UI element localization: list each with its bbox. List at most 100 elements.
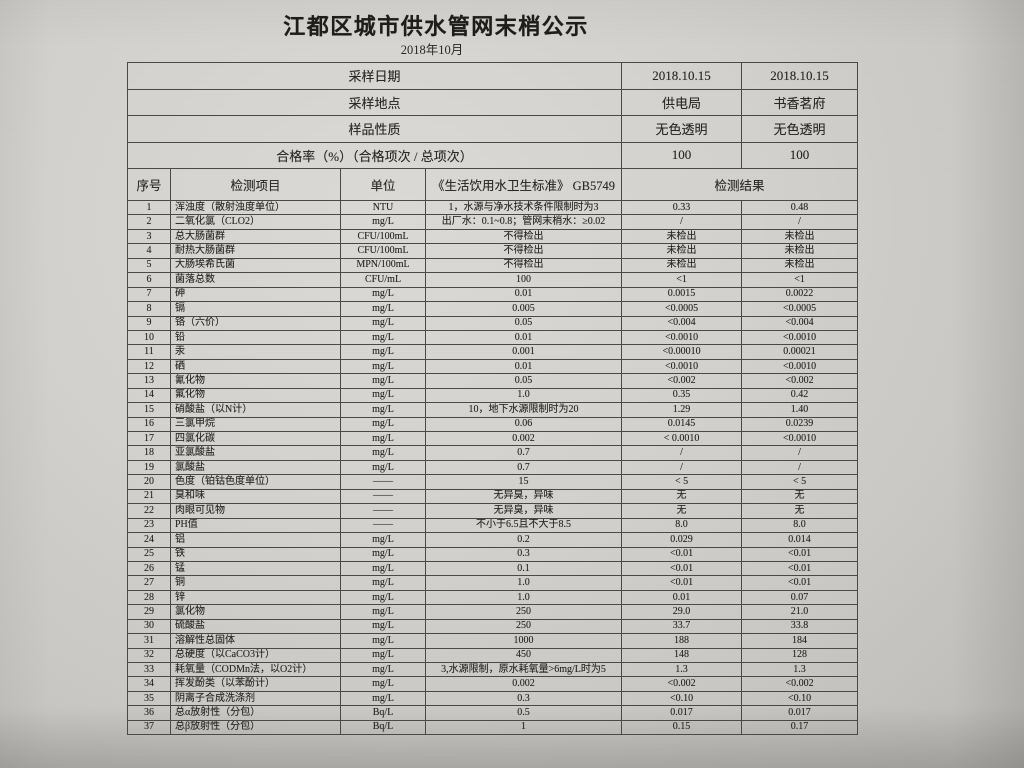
row-result-site2: 33.8 (741, 618, 859, 635)
row-unit: mg/L (340, 676, 426, 692)
row-unit: mg/L (340, 532, 426, 548)
row-result-site2: 1.40 (741, 402, 859, 418)
result-row: 13 氰化物 mg/L 0.05 <0.002 <0.002 (127, 373, 859, 389)
info-section: 采样日期 2018.10.15 2018.10.15 采样地点 供电局 书香茗府… (126, 62, 859, 201)
row-result-site1: <0.0010 (621, 358, 743, 375)
row-unit: mg/L (340, 690, 426, 707)
row-result-site1: <1 (621, 272, 743, 288)
page-title: 江都区城市供水管网末梢公示 (283, 14, 589, 39)
row-result-site2: <0.01 (741, 546, 859, 562)
col-header-standard: 《生活饮用水卫生标准》 GB5749 (424, 168, 623, 201)
row-result-site2: 0.017 (741, 705, 859, 721)
row-result-site2: / (741, 445, 859, 461)
row-unit: mg/L (340, 373, 426, 389)
row-standard: 10，地下水源限制时为20 (424, 402, 623, 418)
result-row: 30 硫酸盐 mg/L 250 33.7 33.8 (127, 618, 859, 635)
row-item: 锌 (170, 589, 341, 606)
row-unit: mg/L (340, 633, 426, 649)
row-result-site1: <0.01 (621, 546, 743, 562)
row-no: 14 (127, 387, 171, 404)
row-item: PH值 (170, 517, 341, 534)
row-no: 13 (127, 373, 171, 389)
pass-rate-site1: 100 (621, 141, 743, 169)
row-item: 总硬度（以CaCO3计） (170, 647, 341, 664)
column-header-row: 序号 检测项目 单位 《生活饮用水卫生标准》 GB5749 检测结果 (127, 168, 859, 201)
result-row: 2 二氧化氯（CLO2） mg/L 出厂水：0.1~0.8；管网末梢水：≥0.0… (127, 214, 859, 230)
row-unit: mg/L (340, 618, 426, 635)
result-row: 28 锌 mg/L 1.0 0.01 0.07 (127, 589, 859, 606)
result-row: 22 肉眼可见物 —— 无异臭，异味 无 无 (127, 503, 859, 519)
result-row: 17 四氯化碳 mg/L 0.002 < 0.0010 <0.0010 (127, 430, 859, 447)
row-item: 铬（六价） (170, 315, 341, 331)
row-item: 肉眼可见物 (170, 503, 341, 519)
result-row: 34 挥发酚类（以苯酚计） mg/L 0.002 <0.002 <0.002 (127, 676, 859, 692)
row-standard: 无异臭，异味 (424, 488, 623, 505)
result-row: 32 总硬度（以CaCO3计） mg/L 450 148 128 (127, 647, 859, 664)
row-result-site2: 0.00021 (741, 344, 859, 360)
row-result-site1: 0.017 (621, 705, 743, 721)
row-standard: 0.2 (424, 532, 623, 548)
row-no: 15 (127, 402, 171, 418)
row-standard: 不得检出 (424, 243, 623, 259)
row-result-site2: 0.07 (741, 589, 859, 606)
result-row: 31 溶解性总固体 mg/L 1000 188 184 (127, 633, 859, 649)
row-no: 28 (127, 589, 171, 606)
row-standard: 1.0 (424, 387, 623, 404)
row-result-site2: 0.48 (741, 199, 859, 216)
row-result-site1: / (621, 459, 743, 476)
sampling-date-row: 采样日期 2018.10.15 2018.10.15 (126, 62, 859, 90)
row-result-site1: 无 (621, 503, 743, 519)
row-no: 11 (127, 344, 171, 360)
row-result-site1: 1.29 (621, 402, 743, 418)
row-unit: —— (340, 517, 426, 534)
row-result-site1: 1.3 (621, 661, 743, 678)
result-row: 8 镉 mg/L 0.005 <0.0005 <0.0005 (127, 301, 859, 317)
result-row: 3 总大肠菌群 CFU/100mL 不得检出 未检出 未检出 (127, 228, 859, 245)
result-row: 27 铜 mg/L 1.0 <0.01 <0.01 (127, 575, 859, 591)
row-no: 27 (127, 575, 171, 591)
row-result-site2: <0.01 (741, 575, 859, 591)
row-result-site1: 未检出 (621, 228, 743, 245)
row-result-site2: <0.002 (741, 373, 859, 389)
row-unit: mg/L (340, 445, 426, 461)
row-no: 25 (127, 546, 171, 562)
row-result-site2: <0.0010 (741, 329, 859, 346)
row-no: 30 (127, 618, 171, 635)
col-header-result: 检测结果 (621, 168, 859, 201)
row-result-site2: 无 (741, 503, 859, 519)
row-unit: MPN/100mL (340, 257, 426, 274)
result-row: 6 菌落总数 CFU/mL 100 <1 <1 (127, 272, 859, 288)
row-result-site2: 0.0239 (741, 416, 859, 433)
result-row: 21 臭和味 —— 无异臭，异味 无 无 (127, 488, 859, 505)
row-unit: mg/L (340, 315, 426, 331)
result-row: 7 砷 mg/L 0.01 0.0015 0.0022 (127, 286, 859, 303)
row-no: 6 (127, 272, 171, 288)
sampling-location-site2: 书香茗府 (741, 88, 859, 116)
row-no: 37 (127, 719, 171, 736)
row-no: 1 (127, 199, 171, 216)
row-result-site1: 0.35 (621, 387, 743, 404)
row-item: 二氧化氯（CLO2） (170, 214, 341, 230)
row-standard: 15 (424, 474, 623, 490)
row-result-site2: 未检出 (741, 228, 859, 245)
row-unit: mg/L (340, 647, 426, 664)
sampling-date-label: 采样日期 (126, 62, 623, 90)
row-result-site2: <0.0010 (741, 430, 859, 447)
row-unit: NTU (340, 199, 426, 216)
sample-property-site2: 无色透明 (741, 115, 859, 143)
row-item: 铅 (170, 329, 341, 346)
row-no: 20 (127, 474, 171, 490)
row-result-site2: < 5 (741, 474, 859, 490)
row-standard: 出厂水：0.1~0.8；管网末梢水：≥0.02 (424, 214, 623, 230)
row-result-site2: 1.3 (741, 661, 859, 678)
result-row: 18 亚氯酸盐 mg/L 0.7 / / (127, 445, 859, 461)
row-item: 菌落总数 (170, 272, 341, 288)
row-standard: 0.7 (424, 445, 623, 461)
row-standard: 0.001 (424, 344, 623, 360)
row-standard: 0.005 (424, 301, 623, 317)
row-item: 硒 (170, 358, 341, 375)
row-no: 12 (127, 358, 171, 375)
result-row: 35 阴离子合成洗涤剂 mg/L 0.3 <0.10 <0.10 (127, 690, 859, 707)
row-item: 汞 (170, 344, 341, 360)
result-row: 12 硒 mg/L 0.01 <0.0010 <0.0010 (127, 358, 859, 375)
